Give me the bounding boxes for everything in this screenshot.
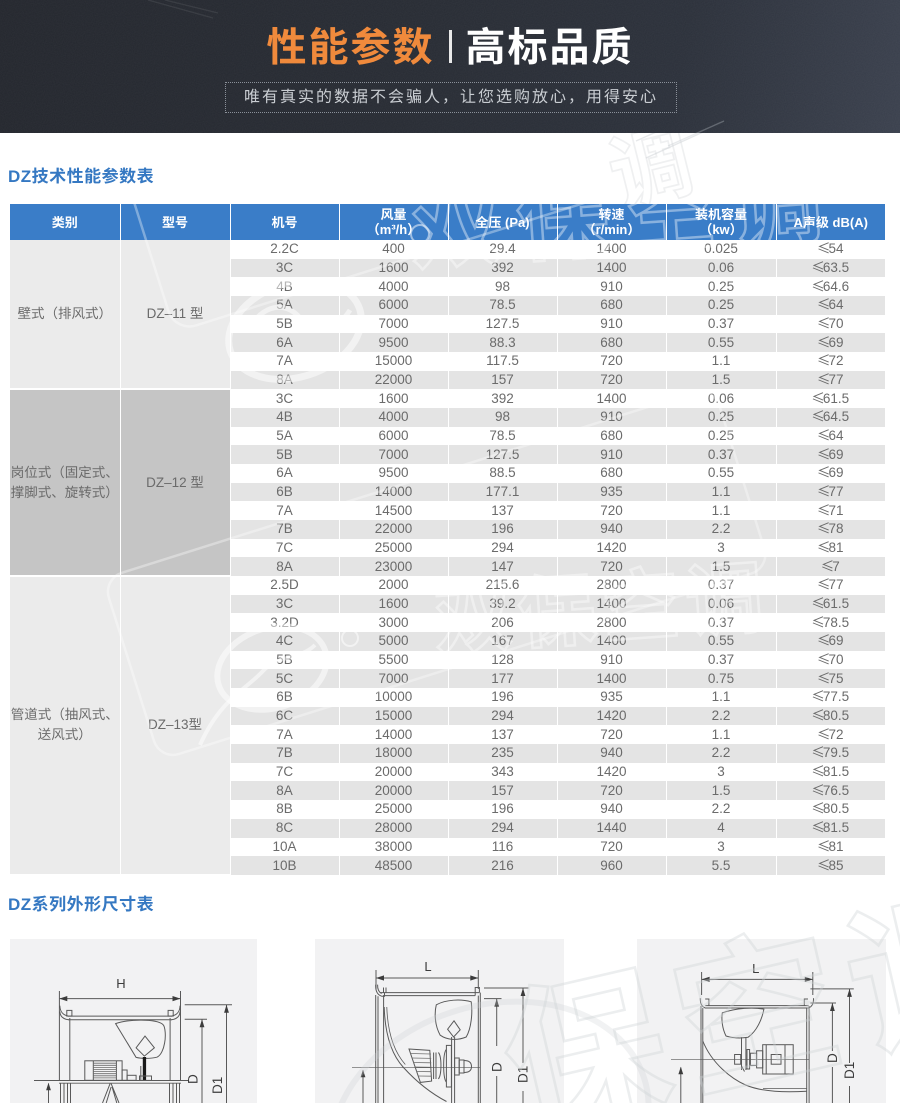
svg-text:D: D	[825, 1053, 840, 1063]
svg-text:L: L	[424, 959, 431, 974]
svg-text:D: D	[186, 1074, 201, 1084]
svg-text:D1: D1	[210, 1077, 225, 1094]
svg-text:D1: D1	[516, 1066, 531, 1083]
svg-text:H: H	[116, 976, 125, 991]
svg-text:D1: D1	[842, 1062, 857, 1079]
svg-text:D: D	[490, 1062, 505, 1072]
svg-text:L: L	[752, 961, 759, 976]
